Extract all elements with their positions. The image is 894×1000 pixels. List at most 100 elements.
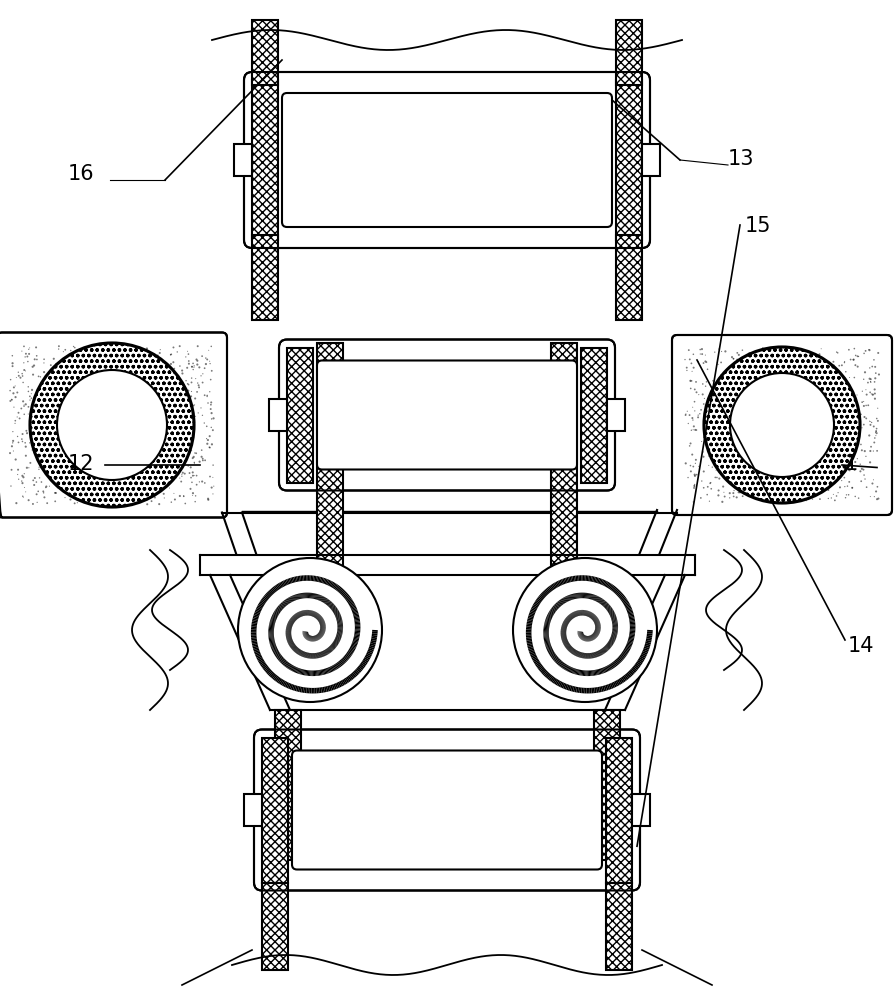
Point (485, 429, 500, 445)
Point (150, 432, 164, 448)
Point (549, 768, 563, 784)
Point (554, 170, 569, 186)
Point (350, 396, 365, 412)
Point (474, 402, 488, 418)
Point (546, 801, 561, 817)
Point (571, 785, 586, 801)
Point (176, 488, 190, 504)
Point (20, 460, 34, 476)
Point (720, 406, 734, 422)
Point (19, 396, 33, 412)
Point (687, 418, 701, 434)
Point (353, 130, 367, 146)
Point (380, 835, 394, 851)
Point (749, 381, 763, 397)
Point (336, 160, 350, 176)
Point (460, 119, 475, 135)
Point (465, 779, 479, 795)
Point (5, 424, 20, 440)
Point (864, 374, 878, 390)
Point (403, 794, 417, 810)
Point (330, 758, 344, 774)
Point (686, 412, 700, 428)
Point (345, 425, 359, 441)
Point (798, 365, 813, 381)
Point (398, 392, 412, 408)
Point (454, 779, 468, 795)
Point (204, 419, 218, 435)
Point (565, 169, 579, 185)
Point (532, 105, 546, 121)
Point (89, 338, 104, 354)
Circle shape (513, 558, 657, 702)
Point (373, 412, 387, 428)
Point (364, 790, 378, 806)
Point (531, 155, 545, 171)
Point (701, 421, 715, 437)
Point (328, 775, 342, 791)
Point (552, 157, 567, 173)
Point (519, 418, 533, 434)
Point (317, 175, 332, 191)
Point (17, 338, 31, 354)
Point (519, 760, 534, 776)
Point (791, 470, 805, 486)
Point (190, 468, 204, 484)
Point (796, 410, 810, 426)
Point (687, 480, 701, 496)
Point (82, 414, 97, 430)
Point (132, 401, 147, 417)
Point (349, 175, 363, 191)
Point (737, 388, 751, 404)
Point (156, 361, 171, 377)
Point (40, 422, 55, 438)
Point (352, 169, 367, 185)
Point (85, 388, 99, 404)
Point (527, 843, 541, 859)
Point (312, 166, 326, 182)
Point (22, 340, 37, 356)
Point (555, 825, 569, 841)
Point (325, 395, 340, 411)
Point (455, 385, 469, 401)
Point (723, 417, 738, 433)
Point (857, 345, 872, 361)
Point (545, 765, 560, 781)
Point (468, 826, 483, 842)
Point (837, 470, 851, 486)
Point (581, 841, 595, 857)
Point (451, 396, 466, 412)
Point (327, 819, 342, 835)
Point (394, 380, 409, 396)
Point (314, 164, 328, 180)
Point (405, 101, 419, 117)
Point (746, 435, 760, 451)
Point (535, 426, 549, 442)
Point (347, 445, 361, 461)
Point (840, 478, 855, 494)
Point (515, 136, 529, 152)
Point (483, 811, 497, 827)
Point (380, 799, 394, 815)
Point (763, 343, 777, 359)
Point (67, 376, 81, 392)
Point (405, 431, 419, 447)
Point (159, 381, 173, 397)
Point (520, 378, 535, 394)
Point (795, 458, 809, 474)
Point (420, 132, 434, 148)
Point (544, 832, 558, 848)
Point (330, 146, 344, 162)
Point (184, 442, 198, 458)
Point (856, 417, 871, 433)
Point (786, 375, 800, 391)
Point (474, 795, 488, 811)
Point (558, 200, 572, 216)
Point (508, 429, 522, 445)
Point (166, 354, 181, 370)
Point (502, 806, 517, 822)
Point (358, 426, 372, 442)
Point (749, 433, 763, 449)
Point (687, 403, 702, 419)
Point (477, 762, 491, 778)
